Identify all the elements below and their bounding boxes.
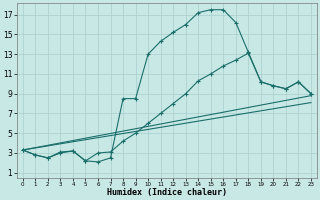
X-axis label: Humidex (Indice chaleur): Humidex (Indice chaleur): [107, 188, 227, 197]
